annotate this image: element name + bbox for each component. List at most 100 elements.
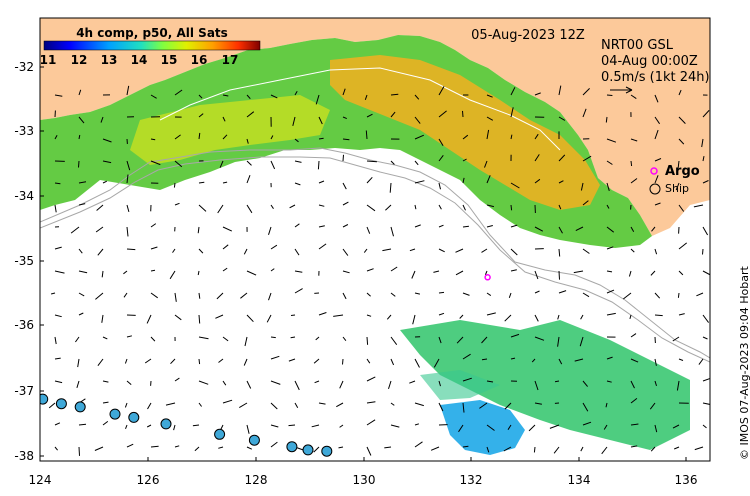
current-vector	[390, 266, 398, 272]
current-vector	[558, 180, 564, 184]
argo-legend-label: Argo	[665, 164, 700, 179]
current-vector	[390, 111, 396, 118]
current-vector	[294, 138, 299, 143]
current-vector	[54, 422, 61, 426]
current-vector	[433, 358, 440, 368]
current-vector	[438, 182, 441, 190]
colorbar-tick: 15	[161, 53, 178, 67]
current-vector	[606, 204, 610, 209]
current-vector	[606, 356, 613, 360]
current-vector	[438, 204, 442, 210]
current-vector	[366, 268, 374, 272]
colorbar-tick: 14	[131, 53, 148, 67]
current-vector	[654, 158, 662, 162]
current-vector	[606, 226, 615, 233]
current-vector	[270, 402, 278, 410]
current-vector	[390, 226, 394, 237]
current-vector	[165, 402, 176, 406]
current-vector	[150, 138, 156, 141]
current-vector	[702, 424, 707, 429]
current-vector	[54, 357, 61, 360]
current-vector	[549, 424, 560, 429]
current-vector	[701, 138, 704, 148]
current-vector	[198, 204, 207, 212]
current-vector	[510, 182, 520, 189]
current-vector	[702, 248, 704, 255]
current-vector	[198, 336, 209, 340]
current-vector	[386, 314, 392, 320]
current-vector	[102, 336, 108, 340]
current-vector	[382, 248, 392, 252]
current-vector	[558, 85, 562, 96]
current-vector	[702, 110, 710, 118]
lat-tick-label: -35	[14, 254, 34, 268]
current-vector	[654, 380, 657, 387]
current-vector	[70, 226, 80, 234]
current-vector	[677, 160, 680, 169]
current-vector	[462, 377, 472, 382]
current-vector	[102, 380, 109, 383]
colorbar-tick: 11	[40, 53, 57, 67]
current-vector	[580, 182, 584, 191]
current-vector	[270, 244, 278, 250]
current-vector	[414, 204, 417, 210]
current-vector	[558, 248, 561, 257]
current-vector	[411, 270, 416, 279]
current-vector	[197, 226, 200, 234]
current-vector	[198, 292, 201, 299]
current-vector	[54, 246, 62, 250]
lon-tick-label: 136	[675, 473, 698, 487]
current-vector	[126, 380, 132, 385]
current-vector	[150, 246, 158, 250]
current-vector	[558, 154, 566, 162]
current-vector	[124, 402, 128, 408]
current-vector	[510, 134, 513, 140]
current-vector	[318, 180, 325, 184]
current-vector	[219, 160, 224, 168]
current-vector	[654, 358, 657, 366]
lat-axis: -32 -33 -34 -35 -36 -37 -38	[14, 60, 44, 463]
current-vector	[170, 358, 176, 365]
current-vector	[694, 446, 704, 451]
current-vector	[318, 204, 325, 207]
current-vector	[414, 423, 420, 426]
current-vector	[414, 224, 421, 228]
current-vector	[582, 380, 588, 387]
current-vector	[363, 248, 368, 253]
current-vector	[628, 270, 632, 277]
current-vector	[582, 108, 587, 118]
current-vector	[702, 314, 710, 323]
current-vector	[124, 358, 128, 364]
current-vector	[702, 377, 710, 382]
current-vector	[342, 154, 344, 162]
current-vector	[294, 223, 300, 228]
current-vector	[510, 204, 513, 211]
current-vector	[198, 113, 204, 118]
current-vector	[246, 380, 252, 389]
ship-marker	[128, 411, 140, 423]
current-vector	[390, 93, 399, 96]
current-vector	[78, 292, 85, 297]
current-vector	[553, 446, 560, 454]
current-vector	[629, 314, 632, 320]
date-label: 05-Aug-2023 12Z	[471, 28, 585, 43]
current-vector	[606, 270, 613, 273]
current-vector	[78, 203, 86, 206]
current-vector	[486, 116, 494, 121]
current-vector	[630, 178, 638, 184]
current-vector	[510, 107, 514, 118]
current-vector	[126, 248, 136, 251]
current-vector	[126, 160, 131, 171]
current-vector	[336, 402, 344, 408]
current-vector	[389, 182, 392, 193]
current-vector	[654, 129, 659, 140]
current-vector	[678, 313, 685, 316]
current-vector	[342, 292, 347, 300]
current-vector	[479, 402, 488, 409]
current-vector	[458, 424, 464, 433]
current-vector	[366, 226, 371, 234]
current-vector	[126, 204, 130, 213]
current-vector	[438, 138, 444, 146]
lat-tick-label: -38	[14, 449, 34, 463]
